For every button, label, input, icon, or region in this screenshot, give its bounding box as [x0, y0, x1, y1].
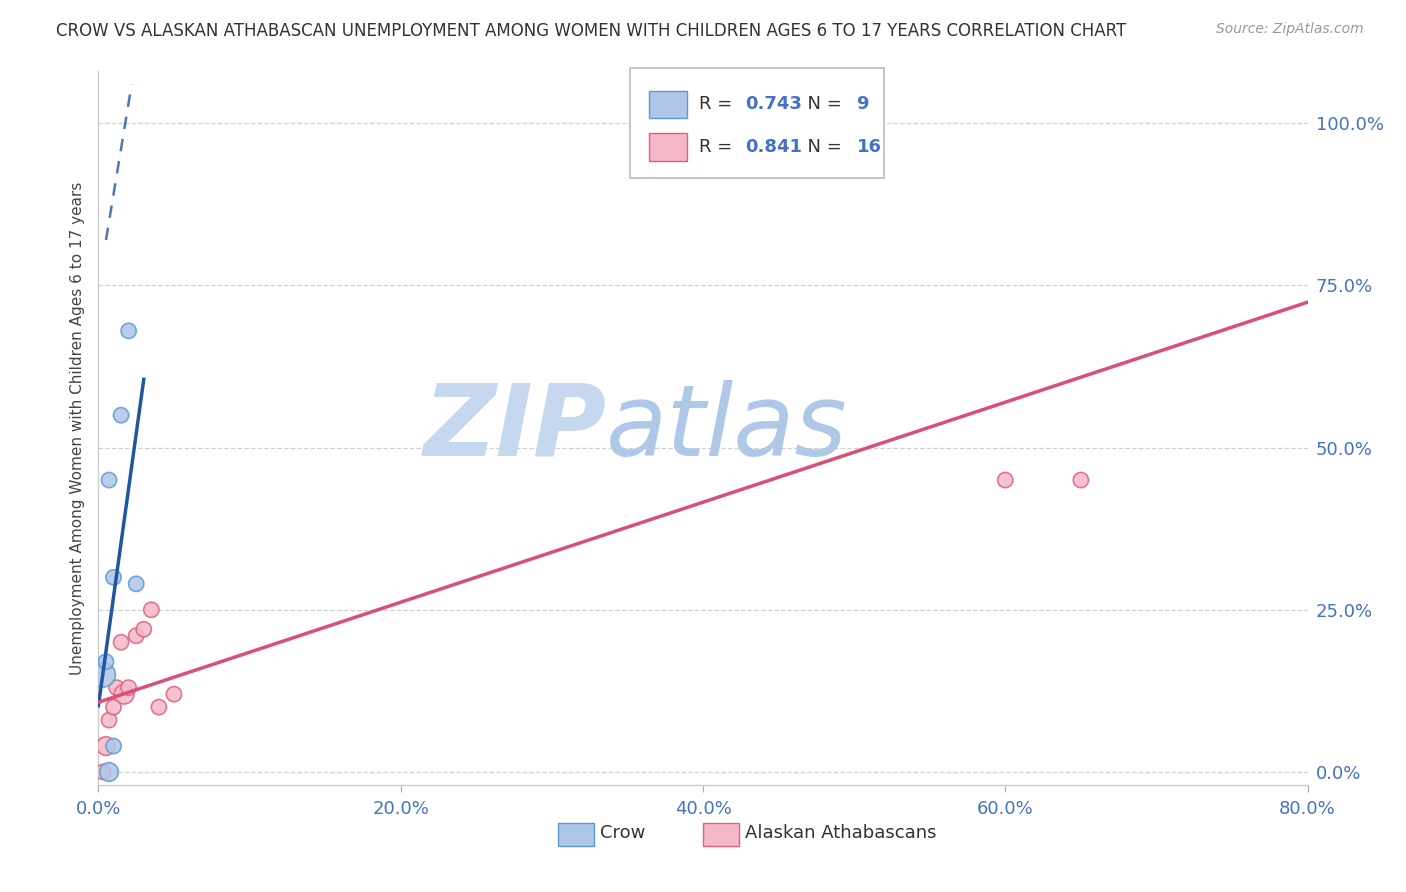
FancyBboxPatch shape — [558, 822, 595, 846]
Point — [91, 667, 114, 681]
Text: N =: N = — [796, 138, 848, 156]
Text: atlas: atlas — [606, 380, 848, 476]
Point — [994, 473, 1017, 487]
Text: ZIP: ZIP — [423, 380, 606, 476]
Point — [141, 603, 163, 617]
Point — [1070, 473, 1092, 487]
Text: N =: N = — [796, 95, 848, 113]
Point — [148, 700, 170, 714]
Point — [118, 681, 141, 695]
Point — [125, 577, 148, 591]
Text: 16: 16 — [856, 138, 882, 156]
Point — [98, 713, 121, 727]
Point — [98, 473, 121, 487]
Point — [112, 687, 135, 701]
Y-axis label: Unemployment Among Women with Children Ages 6 to 17 years: Unemployment Among Women with Children A… — [69, 181, 84, 675]
Text: R =: R = — [699, 95, 738, 113]
FancyBboxPatch shape — [630, 68, 884, 178]
Text: CROW VS ALASKAN ATHABASCAN UNEMPLOYMENT AMONG WOMEN WITH CHILDREN AGES 6 TO 17 Y: CROW VS ALASKAN ATHABASCAN UNEMPLOYMENT … — [56, 22, 1126, 40]
Point — [94, 655, 117, 669]
Point — [105, 681, 128, 695]
Point — [94, 739, 117, 753]
Point — [91, 764, 114, 779]
Point — [125, 629, 148, 643]
FancyBboxPatch shape — [703, 822, 740, 846]
Text: 0.841: 0.841 — [745, 138, 803, 156]
Point — [118, 324, 141, 338]
Point — [103, 570, 125, 584]
Text: 0.743: 0.743 — [745, 95, 803, 113]
Point — [103, 700, 125, 714]
Point — [98, 764, 121, 779]
Text: Alaskan Athabascans: Alaskan Athabascans — [745, 824, 936, 842]
Text: R =: R = — [699, 138, 738, 156]
Point — [103, 739, 125, 753]
Point — [163, 687, 186, 701]
Text: Crow: Crow — [600, 824, 645, 842]
Point — [132, 622, 155, 636]
FancyBboxPatch shape — [648, 134, 688, 161]
FancyBboxPatch shape — [648, 91, 688, 118]
Text: 9: 9 — [856, 95, 869, 113]
Text: Source: ZipAtlas.com: Source: ZipAtlas.com — [1216, 22, 1364, 37]
Point — [110, 635, 132, 649]
Point — [110, 408, 132, 422]
